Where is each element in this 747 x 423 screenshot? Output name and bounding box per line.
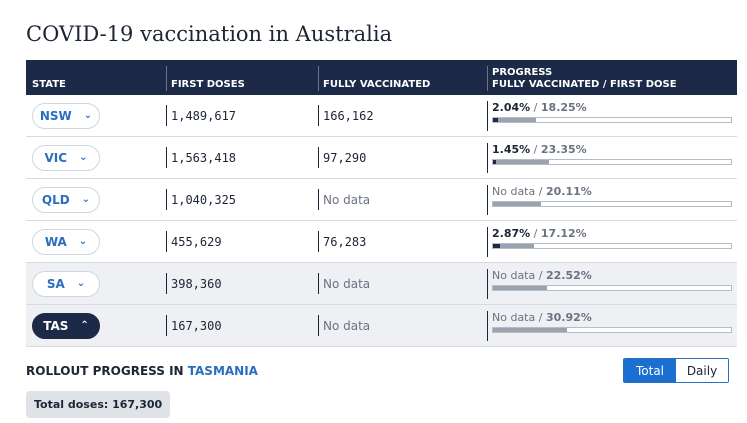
progress-bar-first-dose <box>493 202 541 206</box>
progress-separator: / <box>533 143 538 156</box>
vaccination-table: STATE FIRST DOSES FULLY VACCINATED PROGR… <box>26 60 737 347</box>
chevron-down-icon: ⌄ <box>79 152 88 163</box>
state-select-sa[interactable]: SA ⌄ <box>32 271 100 297</box>
fully-vaccinated-percent: No data <box>492 185 536 198</box>
header-first-doses: FIRST DOSES <box>166 66 245 91</box>
rollout-heading: ROLLOUT PROGRESS IN TASMANIA <box>26 364 258 378</box>
header-fully-vaccinated: FULLY VACCINATED <box>318 66 430 91</box>
state-select-tas[interactable]: TAS ⌃ <box>32 313 100 339</box>
rollout-state: TASMANIA <box>187 364 258 378</box>
progress-text: 2.87% / 17.12% <box>492 227 732 240</box>
progress-separator: / <box>533 227 538 240</box>
state-label: QLD <box>41 193 70 207</box>
chevron-down-icon: ⌄ <box>81 194 91 205</box>
table-body: NSW ⌄ 1,489,617 166,162 2.04% / 18.25% V… <box>26 95 737 347</box>
progress-bar-first-dose <box>493 328 567 332</box>
progress-text: 1.45% / 23.35% <box>492 143 732 156</box>
state-select-wa[interactable]: WA ⌄ <box>32 229 100 255</box>
table-row: WA ⌄ 455,629 76,283 2.87% / 17.12% <box>26 221 737 263</box>
header-progress: PROGRESS FULLY VACCINATED / FIRST DOSE <box>487 66 677 91</box>
table-row: TAS ⌃ 167,300 No data No data / 30.92% <box>26 305 737 347</box>
chevron-down-icon: ⌄ <box>78 236 88 247</box>
state-label: WA <box>44 235 67 249</box>
progress-bar <box>492 159 732 165</box>
toggle-total-button[interactable]: Total <box>624 359 676 382</box>
progress-text: 2.04% / 18.25% <box>492 101 732 114</box>
progress-separator: / <box>533 101 538 114</box>
table-row: NSW ⌄ 1,489,617 166,162 2.04% / 18.25% <box>26 95 737 137</box>
fully-vaccinated-cell: 76,283 <box>318 231 366 252</box>
fully-vaccinated-percent: 2.04% <box>492 101 531 114</box>
first-doses-cell: 398,360 <box>166 273 222 294</box>
progress-text: No data / 30.92% <box>492 311 732 324</box>
fully-vaccinated-percent: No data <box>492 269 536 282</box>
progress-bar-fully-vaccinated <box>493 160 497 164</box>
first-doses-cell: 1,040,325 <box>166 189 236 210</box>
fully-vaccinated-percent: No data <box>492 311 536 324</box>
progress-text: No data / 22.52% <box>492 269 732 282</box>
table-row: QLD ⌄ 1,040,325 No data No data / 20.11% <box>26 179 737 221</box>
header-state: STATE <box>32 79 66 90</box>
progress-bar <box>492 327 732 333</box>
progress-separator: / <box>538 269 543 282</box>
fully-vaccinated-cell: No data <box>318 189 370 210</box>
state-label: SA <box>46 277 65 291</box>
chevron-up-icon: ⌃ <box>80 320 89 331</box>
progress-text: No data / 20.11% <box>492 185 732 198</box>
progress-bar-first-dose <box>493 160 549 164</box>
first-dose-percent: 30.92% <box>545 311 592 324</box>
progress-bar-first-dose <box>493 286 547 290</box>
progress-bar <box>492 243 732 249</box>
fully-vaccinated-percent: 1.45% <box>492 143 531 156</box>
progress-separator: / <box>538 311 543 324</box>
fully-vaccinated-cell: No data <box>318 273 370 294</box>
state-label: NSW <box>39 109 72 123</box>
page-title: COVID-19 vaccination in Australia <box>26 22 393 46</box>
first-dose-percent: 20.11% <box>545 185 592 198</box>
state-label: TAS <box>43 319 69 333</box>
progress-cell: 2.87% / 17.12% <box>487 227 732 257</box>
progress-bar-first-dose <box>493 118 537 122</box>
state-label: VIC <box>44 151 68 165</box>
fully-vaccinated-cell: 97,290 <box>318 147 366 168</box>
state-select-qld[interactable]: QLD ⌄ <box>32 187 100 213</box>
chevron-down-icon: ⌄ <box>83 110 93 121</box>
first-doses-cell: 1,489,617 <box>166 105 236 126</box>
first-doses-cell: 455,629 <box>166 231 222 252</box>
progress-cell: 2.04% / 18.25% <box>487 101 732 131</box>
table-row: SA ⌄ 398,360 No data No data / 22.52% <box>26 263 737 305</box>
progress-cell: No data / 22.52% <box>487 269 732 299</box>
progress-bar-fully-vaccinated <box>493 244 500 248</box>
chevron-down-icon: ⌄ <box>76 278 86 289</box>
first-dose-percent: 23.35% <box>540 143 587 156</box>
progress-bar-fully-vaccinated <box>493 118 498 122</box>
first-doses-cell: 167,300 <box>166 315 222 336</box>
progress-bar <box>492 201 732 207</box>
progress-cell: No data / 20.11% <box>487 185 732 215</box>
progress-bar <box>492 117 732 123</box>
progress-cell: 1.45% / 23.35% <box>487 143 732 173</box>
toggle-daily-button[interactable]: Daily <box>676 359 728 382</box>
state-select-nsw[interactable]: NSW ⌄ <box>32 103 100 129</box>
first-dose-percent: 18.25% <box>540 101 587 114</box>
fully-vaccinated-cell: 166,162 <box>318 105 374 126</box>
total-doses-badge: Total doses: 167,300 <box>26 391 171 418</box>
progress-cell: No data / 30.92% <box>487 311 732 341</box>
table-header: STATE FIRST DOSES FULLY VACCINATED PROGR… <box>26 60 737 95</box>
table-row: VIC ⌄ 1,563,418 97,290 1.45% / 23.35% <box>26 137 737 179</box>
progress-bar <box>492 285 732 291</box>
progress-bar-first-dose <box>493 244 534 248</box>
state-select-vic[interactable]: VIC ⌄ <box>32 145 100 171</box>
fully-vaccinated-percent: 2.87% <box>492 227 531 240</box>
header-progress-line2: FULLY VACCINATED / FIRST DOSE <box>492 79 677 90</box>
fully-vaccinated-cell: No data <box>318 315 370 336</box>
rollout-label: ROLLOUT PROGRESS IN <box>26 364 184 378</box>
total-daily-toggle: Total Daily <box>623 358 729 383</box>
first-dose-percent: 17.12% <box>540 227 587 240</box>
first-dose-percent: 22.52% <box>545 269 592 282</box>
header-progress-line1: PROGRESS <box>492 67 553 78</box>
progress-separator: / <box>538 185 543 198</box>
first-doses-cell: 1,563,418 <box>166 147 236 168</box>
